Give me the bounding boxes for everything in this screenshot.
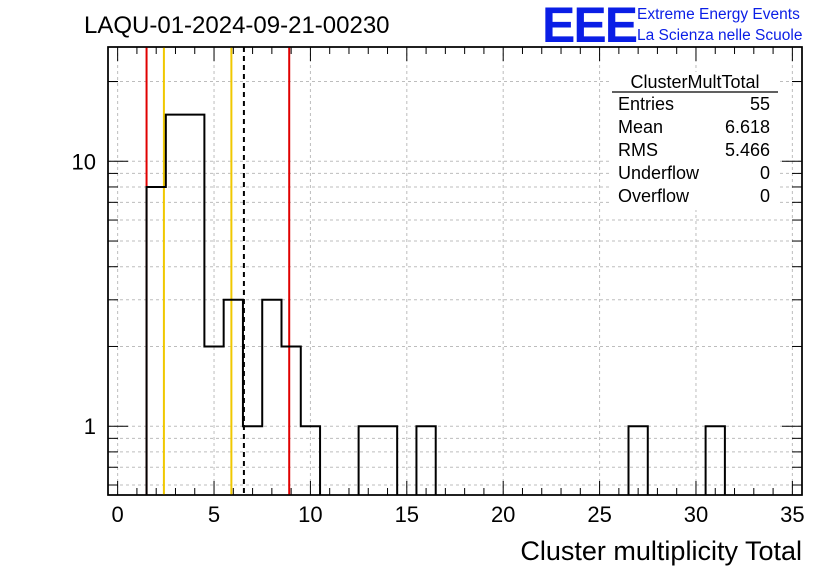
eee-logo-line1: Extreme Energy Events — [637, 6, 800, 23]
x-tick-label: 25 — [587, 502, 611, 527]
x-tick-label: 5 — [208, 502, 220, 527]
x-axis-title: Cluster multiplicity Total — [520, 536, 802, 566]
axis-ticks — [108, 47, 802, 495]
y-tick-labels: 1 10 — [72, 149, 96, 439]
x-tick-label: 0 — [112, 502, 124, 527]
eee-logo: EEE Extreme Energy Events La Scienza nel… — [542, 0, 802, 53]
stats-rms-value: 5.466 — [725, 140, 770, 160]
stats-box-background — [612, 72, 778, 210]
stats-rms-label: RMS — [618, 140, 658, 160]
plot-frame-border — [107, 46, 803, 496]
x-tick-label: 30 — [684, 502, 708, 527]
stats-underflow-label: Underflow — [618, 163, 700, 183]
eee-logo-mark: EEE — [542, 0, 637, 53]
eee-logo-line2: La Scienza nelle Scuole — [637, 27, 802, 44]
y-tick-label: 10 — [72, 149, 96, 174]
stats-entries-value: 55 — [750, 94, 770, 114]
stats-overflow-value: 0 — [760, 186, 770, 206]
stats-name: ClusterMultTotal — [630, 72, 759, 92]
x-tick-labels: 0 5 10 15 20 25 30 35 — [112, 502, 805, 527]
stats-mean-label: Mean — [618, 117, 663, 137]
x-tick-label: 10 — [298, 502, 322, 527]
stats-entries-label: Entries — [618, 94, 674, 114]
x-tick-label: 35 — [780, 502, 804, 527]
histogram-outline — [145, 113, 726, 495]
stats-box: ClusterMultTotal Entries 55 Mean 6.618 R… — [612, 72, 778, 210]
stats-underflow-value: 0 — [760, 163, 770, 183]
stats-overflow-label: Overflow — [618, 186, 690, 206]
y-tick-label: 1 — [84, 414, 96, 439]
chart-title: LAQU-01-2024-09-21-00230 — [84, 12, 390, 39]
x-tick-label: 20 — [491, 502, 515, 527]
histogram — [145, 113, 726, 495]
plot-area — [107, 46, 803, 496]
x-tick-label: 15 — [395, 502, 419, 527]
stats-mean-value: 6.618 — [725, 117, 770, 137]
